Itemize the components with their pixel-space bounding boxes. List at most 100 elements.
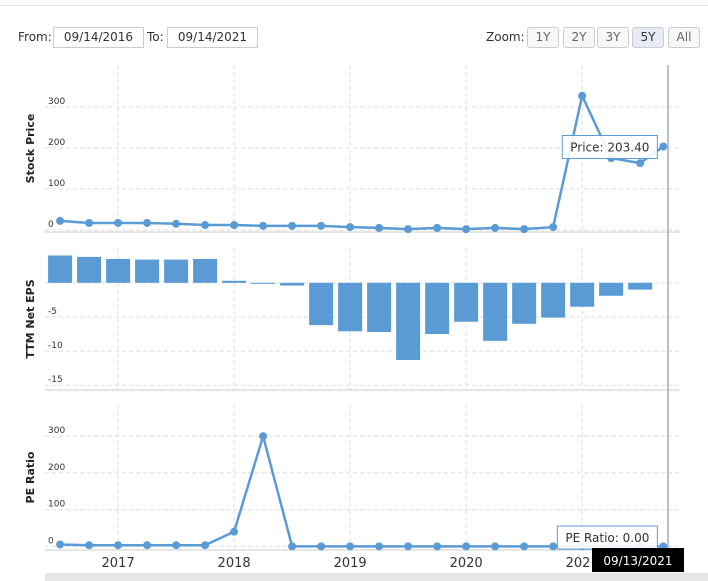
point bbox=[259, 221, 268, 230]
y-tick-label: -15 bbox=[48, 375, 63, 385]
tooltip-text: PE Ratio: 0.00 bbox=[565, 531, 649, 545]
point bbox=[85, 218, 94, 227]
from-label: From: bbox=[18, 30, 52, 44]
y-tick-label: 200 bbox=[48, 138, 65, 148]
point bbox=[317, 221, 326, 230]
bar bbox=[280, 282, 305, 286]
bar bbox=[251, 282, 276, 284]
point bbox=[288, 221, 297, 230]
point bbox=[317, 542, 326, 551]
bar bbox=[77, 256, 102, 283]
point bbox=[636, 159, 645, 168]
y-tick-label: 0 bbox=[48, 536, 54, 546]
y-axis-title: Stock Price bbox=[24, 114, 37, 184]
crosshair-date-box bbox=[592, 548, 684, 572]
point bbox=[520, 542, 529, 551]
y-tick-label: 100 bbox=[48, 500, 65, 510]
bar bbox=[541, 282, 566, 318]
y-tick-label: -10 bbox=[48, 341, 63, 351]
point bbox=[114, 218, 123, 227]
bar bbox=[367, 282, 392, 332]
point bbox=[578, 91, 587, 100]
tooltip-text: Price: 203.40 bbox=[570, 140, 649, 154]
zoom-button[interactable]: 1Y bbox=[527, 27, 559, 48]
x-tick-label: 2020 bbox=[450, 556, 483, 571]
point bbox=[491, 542, 500, 551]
navigator bbox=[45, 573, 708, 581]
point bbox=[491, 223, 500, 232]
point bbox=[549, 542, 558, 551]
point bbox=[346, 542, 355, 551]
zoom-button[interactable]: 5Y bbox=[632, 27, 664, 48]
y-axis-title: PE Ratio bbox=[24, 451, 37, 503]
zoom-button[interactable]: 2Y bbox=[563, 27, 595, 48]
crosshair-date: 09/13/2021 bbox=[603, 554, 672, 568]
tooltip-box bbox=[561, 134, 658, 159]
to-label: To: bbox=[147, 30, 164, 44]
to-input[interactable]: 09/14/2021 bbox=[167, 27, 258, 48]
point bbox=[659, 142, 668, 151]
point bbox=[114, 541, 123, 550]
bar bbox=[164, 259, 189, 283]
bar bbox=[135, 259, 160, 283]
y-tick-label: 0 bbox=[48, 220, 54, 230]
y-axis-title: TTM Net EPS bbox=[24, 279, 37, 358]
bar bbox=[570, 282, 595, 307]
x-tick-label: 2017 bbox=[102, 556, 135, 571]
bar bbox=[512, 282, 537, 324]
point bbox=[520, 225, 529, 234]
zoom-button[interactable]: 3Y bbox=[597, 27, 629, 48]
point bbox=[172, 219, 181, 228]
bar bbox=[454, 282, 479, 322]
y-tick-label: 200 bbox=[48, 463, 65, 473]
point bbox=[201, 541, 210, 550]
point bbox=[404, 542, 413, 551]
point bbox=[375, 223, 384, 232]
top-border bbox=[0, 5, 708, 6]
zoom-label: Zoom: bbox=[486, 30, 525, 44]
bar bbox=[48, 255, 73, 283]
point bbox=[462, 225, 471, 234]
point bbox=[85, 541, 94, 550]
point bbox=[462, 542, 471, 551]
bar bbox=[628, 282, 653, 290]
bar bbox=[396, 282, 421, 360]
point bbox=[549, 223, 558, 232]
bar bbox=[193, 258, 218, 283]
point bbox=[230, 527, 239, 536]
tooltip: PE Ratio: 0.00 bbox=[556, 525, 658, 550]
bar bbox=[222, 280, 247, 283]
y-tick-label: 100 bbox=[48, 179, 65, 189]
point bbox=[143, 218, 152, 227]
y-tick-label: 300 bbox=[48, 97, 65, 107]
point bbox=[404, 225, 413, 234]
bar bbox=[338, 282, 363, 332]
bar bbox=[425, 282, 450, 335]
point bbox=[230, 221, 239, 230]
point bbox=[56, 216, 65, 225]
point bbox=[288, 542, 297, 551]
point bbox=[56, 540, 65, 549]
point bbox=[433, 223, 442, 232]
point bbox=[143, 541, 152, 550]
point bbox=[259, 432, 268, 441]
point bbox=[433, 542, 442, 551]
point bbox=[201, 221, 210, 230]
point bbox=[375, 542, 384, 551]
bar bbox=[106, 258, 131, 283]
tooltip: Price: 203.40 bbox=[561, 134, 658, 159]
point bbox=[172, 541, 181, 550]
x-tick-label: 2018 bbox=[218, 556, 251, 571]
from-input[interactable]: 09/14/2016 bbox=[53, 27, 144, 48]
bar bbox=[309, 282, 334, 326]
zoom-button[interactable]: All bbox=[668, 27, 700, 48]
bar bbox=[483, 282, 508, 341]
x-tick-label: 2021 bbox=[566, 556, 599, 571]
x-tick-label: 2019 bbox=[334, 556, 367, 571]
y-tick-label: -5 bbox=[48, 307, 57, 317]
bar bbox=[599, 282, 624, 296]
y-tick-label: 300 bbox=[48, 426, 65, 436]
point bbox=[346, 223, 355, 232]
